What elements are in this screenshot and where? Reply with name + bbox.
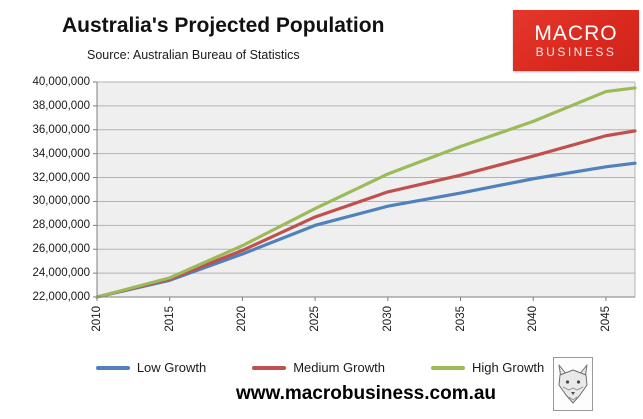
- series-line-medium-growth: [95, 129, 637, 299]
- logo-text-business: BUSINESS: [535, 44, 617, 59]
- legend-line-swatch: [430, 365, 465, 370]
- legend-label: Medium Growth: [293, 360, 385, 375]
- y-axis-label: 38,000,000: [32, 99, 90, 112]
- chart-source-subtitle: Source: Australian Bureau of Statistics: [87, 48, 300, 62]
- y-axis-label: 28,000,000: [32, 219, 90, 232]
- series-line-low-growth: [95, 161, 637, 299]
- y-axis-label: 32,000,000: [32, 171, 90, 184]
- series-line-high-growth: [95, 86, 637, 299]
- y-axis-label: 30,000,000: [32, 195, 90, 208]
- legend-label: High Growth: [471, 360, 545, 375]
- x-axis-label: 2045: [599, 306, 612, 332]
- y-axis-label: 22,000,000: [32, 291, 90, 303]
- legend-line-swatch: [252, 365, 287, 370]
- logo-text-macro: MACRO: [534, 21, 618, 45]
- y-axis-label: 40,000,000: [32, 76, 90, 88]
- x-axis-label: 2040: [527, 306, 540, 332]
- x-axis-label: 2025: [309, 306, 322, 332]
- x-axis-label: 2015: [163, 306, 176, 332]
- legend-line-swatch: [95, 365, 130, 370]
- legend-item-high-growth: High Growth: [430, 360, 545, 375]
- x-axis-label: 2030: [381, 306, 394, 332]
- footer-url: www.macrobusiness.com.au: [235, 383, 497, 404]
- fox-logo-image: [553, 357, 593, 411]
- y-axis-label: 24,000,000: [32, 267, 90, 280]
- y-axis-label: 34,000,000: [32, 147, 90, 160]
- legend-item-low-growth: Low Growth: [95, 360, 207, 375]
- y-axis-label: 36,000,000: [32, 123, 90, 136]
- x-axis-label: 2020: [236, 306, 249, 332]
- legend-item-medium-growth: Medium Growth: [252, 360, 385, 375]
- fox-head-icon: [558, 364, 588, 404]
- chart-title: Australia's Projected Population: [62, 14, 385, 37]
- x-axis-label: 2035: [454, 306, 467, 332]
- macrobusiness-logo: MACRO BUSINESS: [513, 10, 639, 71]
- y-axis-label: 26,000,000: [32, 243, 90, 256]
- x-axis-label: 2010: [91, 306, 103, 332]
- legend: Low Growth Medium Growth High Growth: [10, 360, 630, 375]
- legend-label: Low Growth: [136, 360, 207, 375]
